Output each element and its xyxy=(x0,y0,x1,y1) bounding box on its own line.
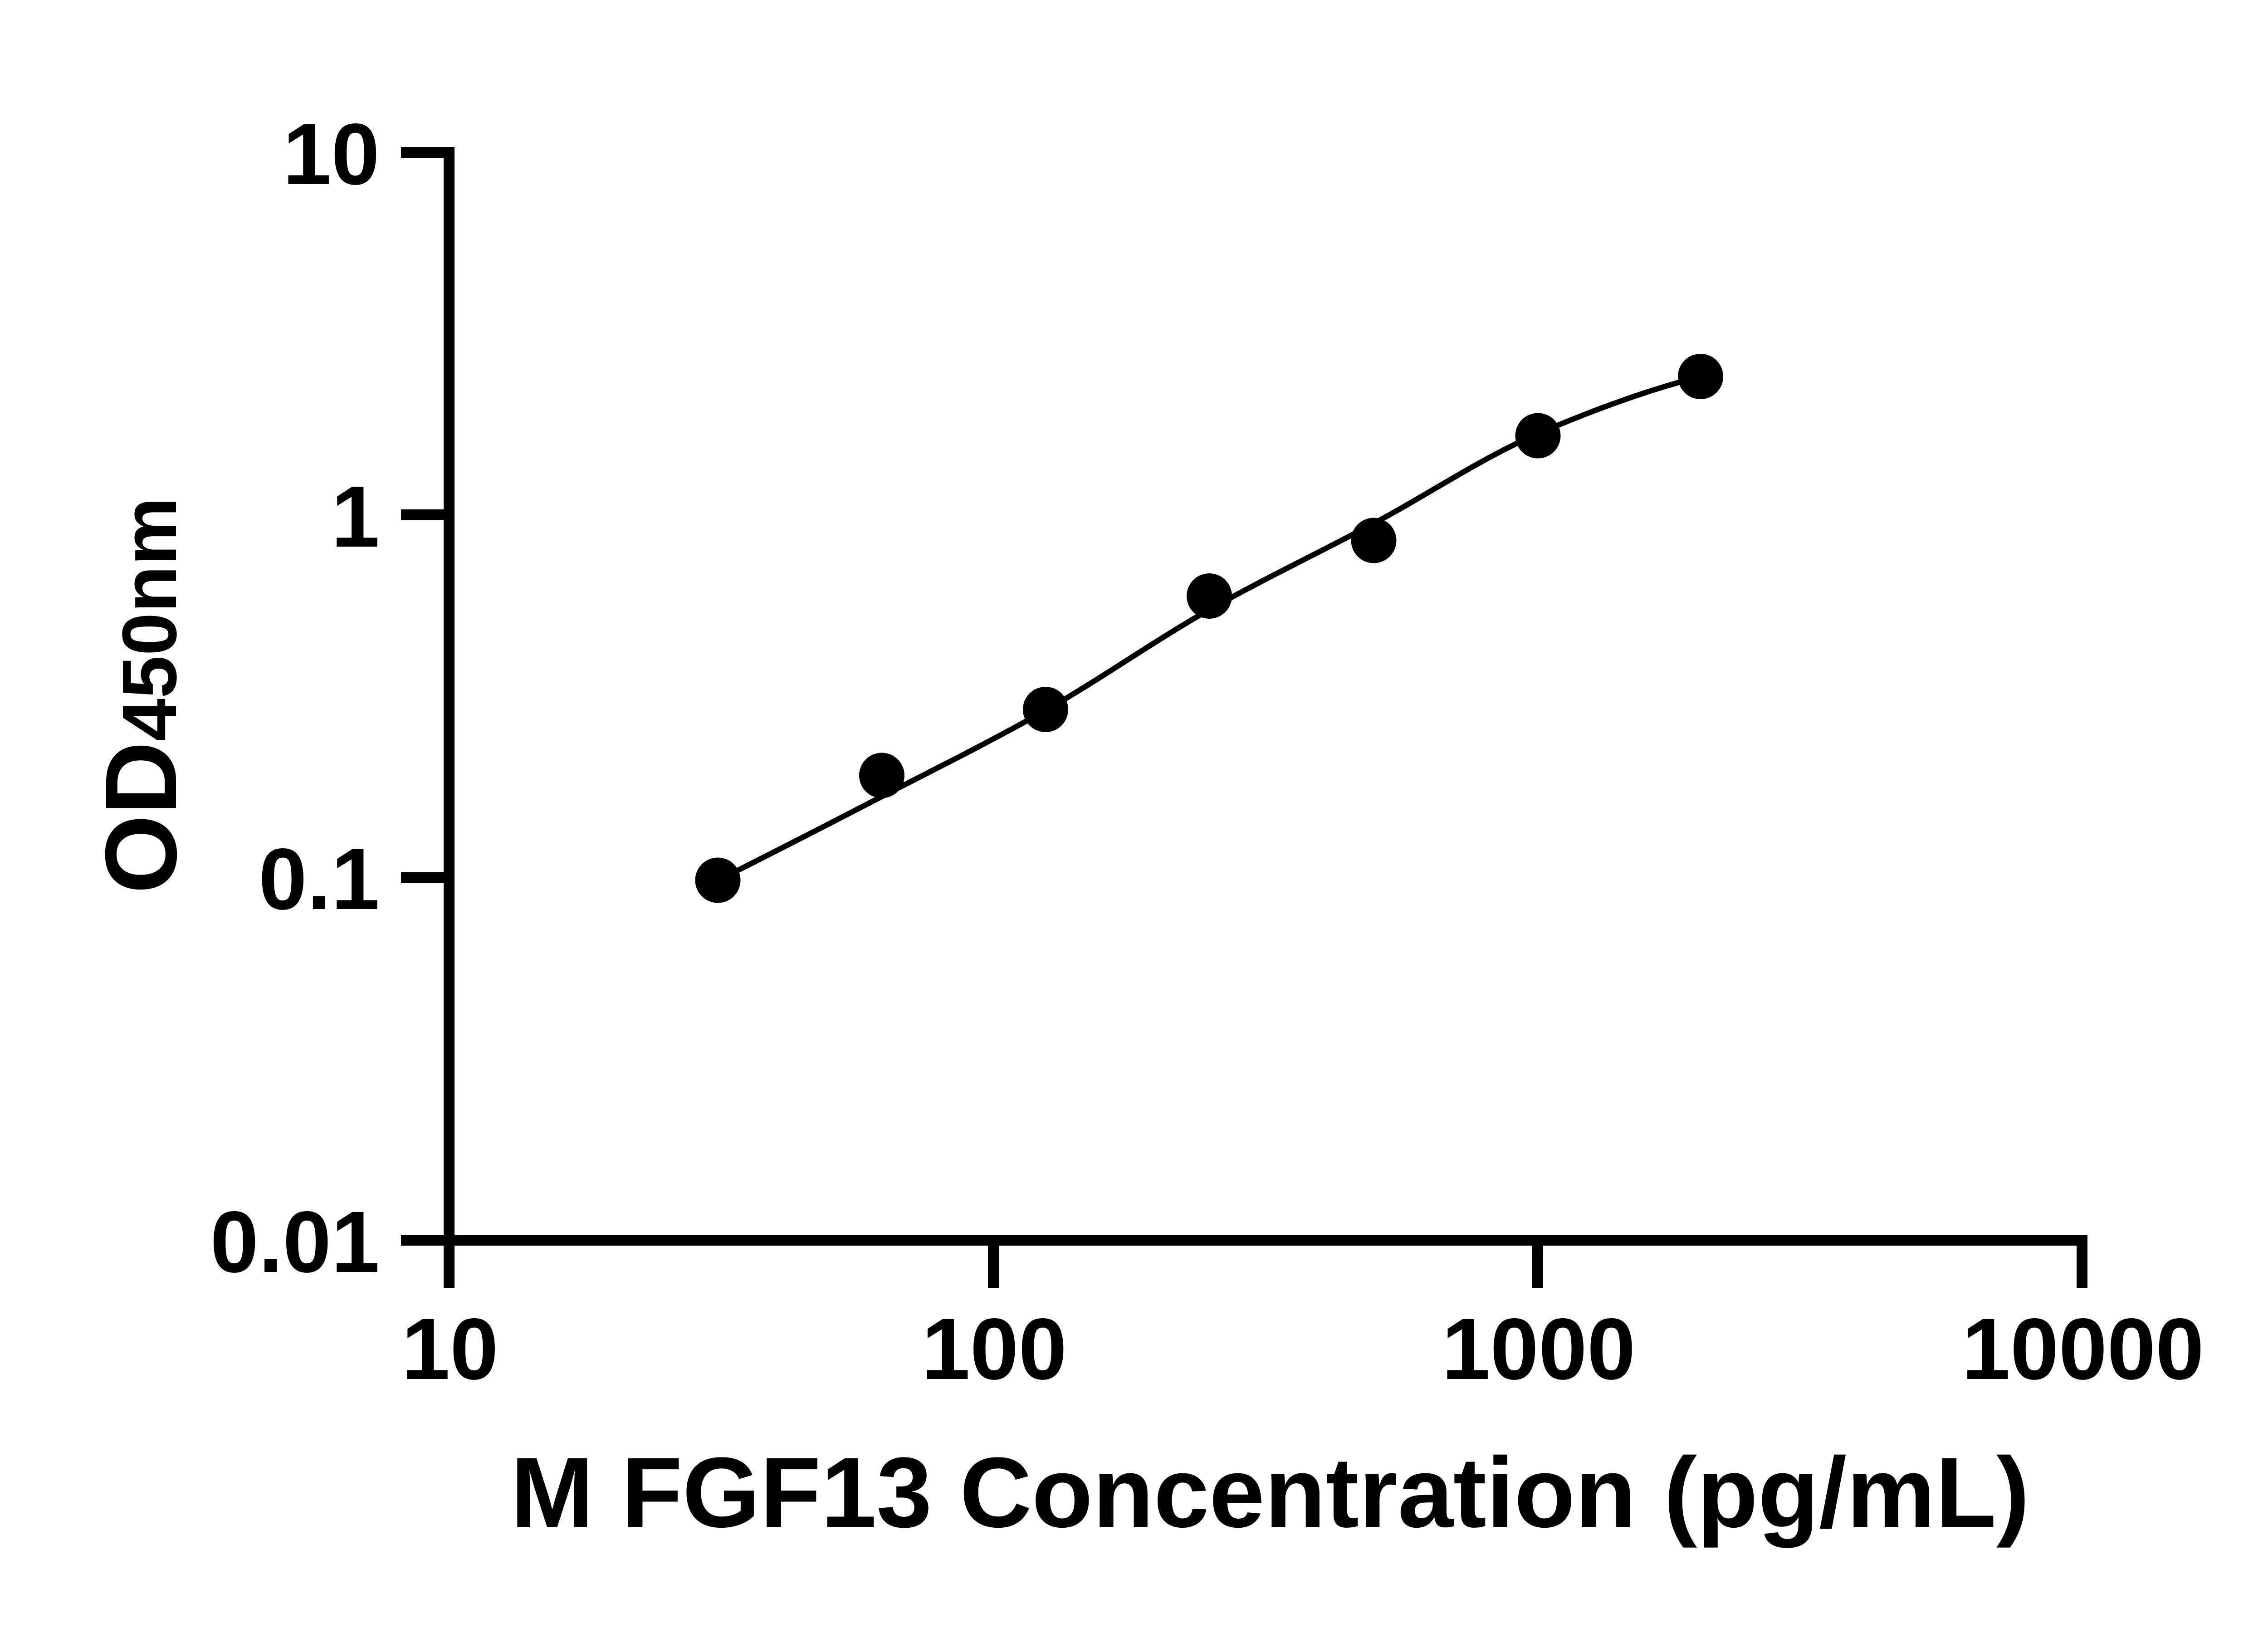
svg-text:10000: 10000 xyxy=(1962,1300,2204,1398)
svg-text:M FGF13 Concentration (pg/mL): M FGF13 Concentration (pg/mL) xyxy=(511,1437,2030,1548)
svg-text:0.1: 0.1 xyxy=(259,830,380,928)
svg-text:10: 10 xyxy=(283,105,380,203)
svg-text:100: 100 xyxy=(922,1300,1067,1398)
svg-text:10: 10 xyxy=(401,1300,499,1398)
svg-text:1: 1 xyxy=(331,468,380,565)
svg-text:0.01: 0.01 xyxy=(210,1193,380,1291)
svg-text:1000: 1000 xyxy=(1442,1300,1635,1398)
